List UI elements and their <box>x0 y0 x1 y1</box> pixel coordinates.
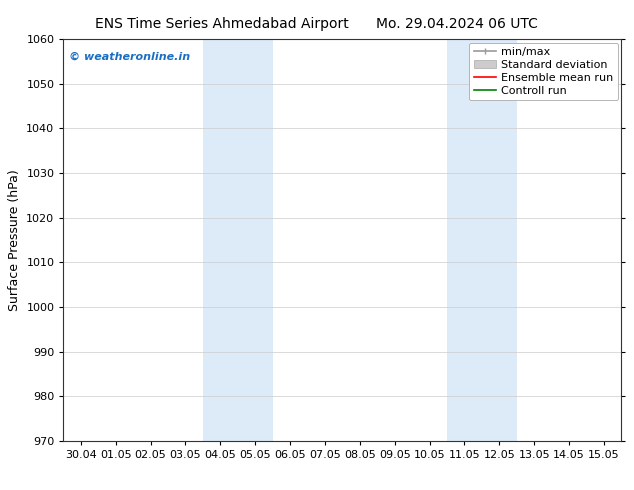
Legend: min/max, Standard deviation, Ensemble mean run, Controll run: min/max, Standard deviation, Ensemble me… <box>469 43 618 100</box>
Bar <box>447 39 517 441</box>
Text: ENS Time Series Ahmedabad Airport: ENS Time Series Ahmedabad Airport <box>95 17 349 31</box>
Text: Mo. 29.04.2024 06 UTC: Mo. 29.04.2024 06 UTC <box>375 17 538 31</box>
Text: © weatheronline.in: © weatheronline.in <box>69 51 190 61</box>
Bar <box>203 39 273 441</box>
Y-axis label: Surface Pressure (hPa): Surface Pressure (hPa) <box>8 169 21 311</box>
